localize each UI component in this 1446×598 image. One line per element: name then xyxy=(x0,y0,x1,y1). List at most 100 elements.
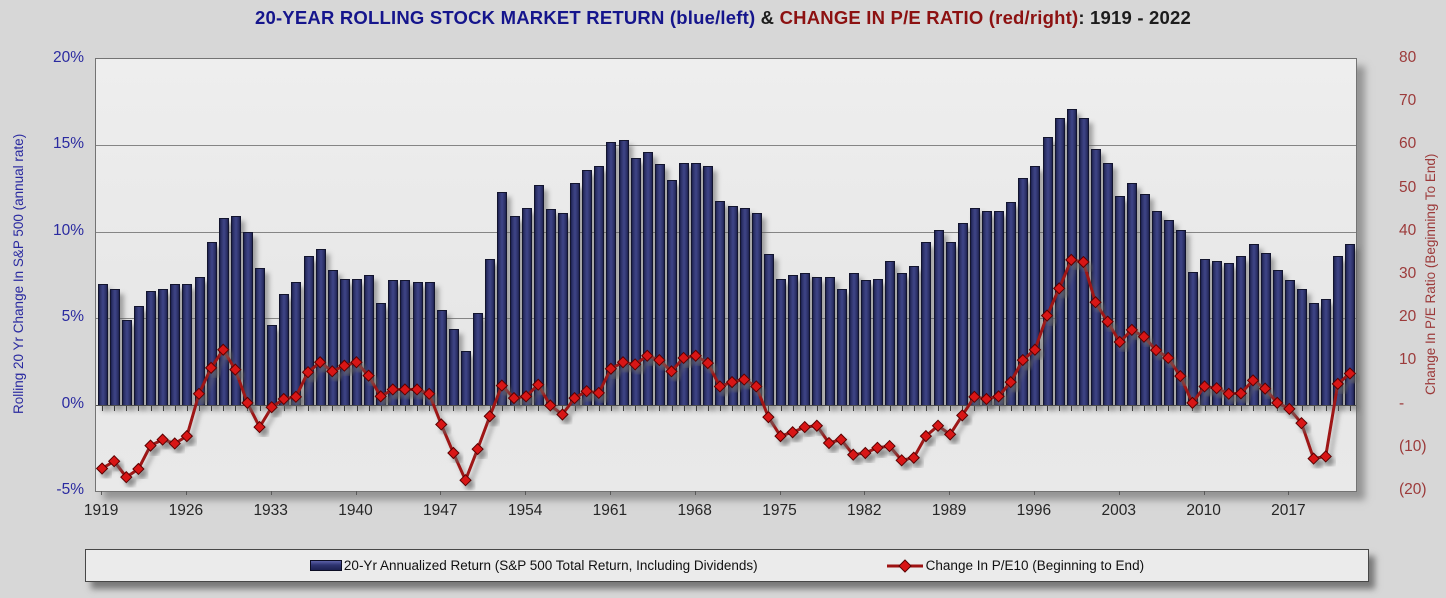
year-tick xyxy=(610,405,612,411)
pe-point: 2018: -4.3 xyxy=(1295,416,1308,430)
year-tick xyxy=(586,405,588,411)
pe-point: 1979: -8.9 xyxy=(822,436,836,450)
y-right-tick-label: 60 xyxy=(1399,135,1417,153)
pe-point: 1991: 1.8 xyxy=(968,390,981,404)
x-frame-tick xyxy=(609,491,611,495)
bar xyxy=(642,152,653,406)
bar xyxy=(1030,166,1041,406)
pe-point: 1981: -11.6 xyxy=(847,448,860,461)
pe-point: 1956: -0.2 xyxy=(544,399,557,412)
pe-point: 1922: -14.9 xyxy=(132,462,145,476)
year-tick xyxy=(913,405,915,411)
bar xyxy=(667,180,677,406)
pe-point: 1926: -7.3 xyxy=(180,429,194,443)
pe-point: 2009: 0.4 xyxy=(1186,396,1199,410)
year-tick xyxy=(223,405,225,411)
bar-series-swatch-icon xyxy=(309,560,342,571)
bar xyxy=(1091,148,1101,406)
bar xyxy=(1345,243,1356,406)
year-tick xyxy=(998,405,1000,411)
bar xyxy=(800,273,811,406)
pe-point: 1944: 3.5 xyxy=(398,383,412,396)
pe-point: 2005: 15.7 xyxy=(1137,330,1151,343)
chart-title-years: : 1919 - 2022 xyxy=(1078,7,1192,28)
y-right-tick-label: 50 xyxy=(1399,178,1417,196)
bar xyxy=(1309,302,1320,406)
year-tick xyxy=(756,405,758,411)
year-tick xyxy=(259,405,261,411)
bar xyxy=(267,325,278,406)
pe-point: 1933: -0.6 xyxy=(265,400,278,414)
bar xyxy=(121,319,132,406)
bar xyxy=(630,157,641,406)
pe-point: 1978: -4.9 xyxy=(810,419,824,432)
pe-point: 1972: 5.8 xyxy=(737,373,751,386)
x-tick-label: 1926 xyxy=(168,502,204,519)
legend-item-return: 20-Yr Annualized Return (S&P 500 Total R… xyxy=(309,558,758,573)
pe-point: 2000: 33 xyxy=(1077,255,1090,269)
pe-point: 1950: -10.3 xyxy=(471,442,484,456)
year-tick xyxy=(792,405,794,411)
bar xyxy=(242,231,253,406)
year-tick xyxy=(308,405,309,411)
year-tick xyxy=(514,405,515,411)
pe-point: 2012: 2.5 xyxy=(1222,387,1235,401)
pe-point: 1931: 0.4 xyxy=(241,396,254,410)
bar xyxy=(1139,193,1150,406)
x-frame-tick xyxy=(1118,491,1120,495)
year-tick xyxy=(877,405,879,411)
year-tick xyxy=(938,405,939,411)
y-left-tick-label: 15% xyxy=(52,135,84,153)
bar xyxy=(909,266,920,406)
pe-point: 1965: 10.3 xyxy=(653,353,666,367)
bar xyxy=(461,351,471,406)
zero-axis-line xyxy=(96,404,1356,406)
pe-point: 2010: 4.2 xyxy=(1198,380,1211,393)
bar xyxy=(788,275,799,406)
pe-point: 1998: 26.9 xyxy=(1052,282,1066,295)
x-frame-tick xyxy=(185,491,187,495)
gridline xyxy=(96,145,1356,147)
bar xyxy=(1115,195,1126,406)
pe-point: 1995: 10.3 xyxy=(1016,353,1030,367)
pe-point: 1937: 9.8 xyxy=(313,356,327,369)
bar xyxy=(182,283,193,406)
x-frame-tick xyxy=(440,491,442,495)
pe-point: 1951: -2.7 xyxy=(483,410,496,423)
year-tick xyxy=(598,405,600,411)
year-tick xyxy=(283,405,285,411)
year-tick xyxy=(199,405,200,411)
year-tick xyxy=(344,405,346,411)
bar xyxy=(400,280,411,406)
year-tick xyxy=(659,405,661,411)
bar xyxy=(994,211,1005,406)
y-right-tick-label: 80 xyxy=(1399,49,1417,66)
year-tick xyxy=(1071,405,1073,411)
bar xyxy=(570,183,581,406)
year-tick xyxy=(780,405,782,411)
bar xyxy=(969,207,980,406)
line-series-marker-icon xyxy=(886,558,923,573)
y-right-tick-label: 70 xyxy=(1399,92,1417,110)
bar xyxy=(606,141,617,406)
year-tick xyxy=(235,405,237,411)
year-tick xyxy=(574,405,576,411)
year-tick xyxy=(1216,405,1218,411)
year-tick xyxy=(901,405,903,411)
pe-point: 1992: 1.3 xyxy=(980,392,993,406)
bar xyxy=(957,223,968,406)
pe-point: 2007: 10.8 xyxy=(1162,351,1175,365)
pe-point: 2017: -1 xyxy=(1283,402,1296,416)
pe-ratio-line-chart: 1919: -14.81920: -13.1 1921: -16.81922: -… xyxy=(95,253,1357,487)
y-left-tick-label: 20% xyxy=(52,49,84,66)
x-tick-label: 1954 xyxy=(507,502,543,519)
chart-title-return-segment: 20-YEAR ROLLING STOCK MARKET RETURN (blu… xyxy=(254,7,756,28)
bar xyxy=(194,276,205,406)
year-tick xyxy=(1228,405,1230,411)
bar xyxy=(339,278,350,406)
pe-point: 2014: 5.6 xyxy=(1246,374,1260,387)
bar xyxy=(763,254,774,406)
pe-point: 1988: -4.9 xyxy=(931,419,945,432)
year-tick xyxy=(1010,405,1012,411)
x-tick-label: 1989 xyxy=(931,502,967,519)
